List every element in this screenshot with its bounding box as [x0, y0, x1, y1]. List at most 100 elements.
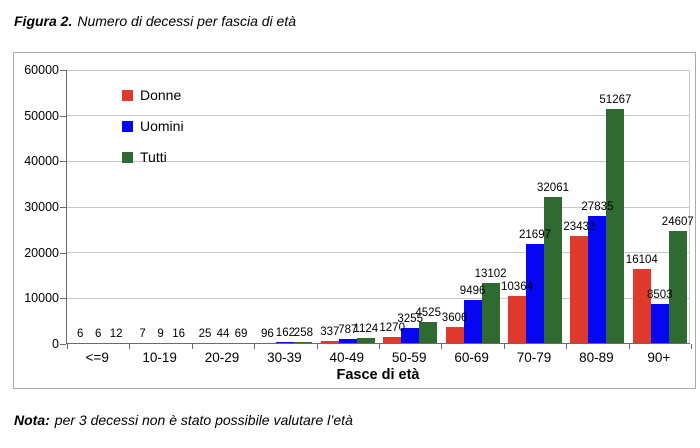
bar-value-label: 1124 — [353, 323, 379, 335]
x-axis-tick — [441, 344, 442, 349]
bar-donne-80-89 — [570, 236, 589, 343]
gridline — [67, 206, 690, 208]
x-tick-label: 20-29 — [204, 350, 240, 365]
y-tick-label: 40000 — [24, 154, 59, 169]
legend-label: Uomini — [140, 118, 184, 134]
bar-value-label: 96 — [260, 328, 274, 340]
bar-tutti-40-49 — [356, 338, 375, 343]
bar-value-label: 8503 — [647, 289, 673, 301]
bar-value-label: 337 — [320, 326, 340, 338]
bar-value-label: 24607 — [661, 216, 694, 228]
figure-note-text: per 3 decessi non è stato possibile valu… — [54, 412, 353, 428]
x-axis-tick — [192, 344, 193, 349]
x-tick-label: 30-39 — [267, 350, 302, 365]
bar-value-label: 9496 — [459, 285, 486, 297]
y-tick-label: 50000 — [24, 108, 59, 123]
y-axis-tick — [60, 298, 66, 300]
bar-value-label: 16104 — [625, 254, 658, 266]
bar-value-label: 6 — [76, 328, 84, 340]
x-tick-label: 60-69 — [454, 350, 489, 365]
bar-value-label: 44 — [216, 328, 230, 340]
bar-donne-90+ — [632, 269, 651, 343]
figure-note-label: Nota: — [14, 412, 50, 428]
x-axis-tick — [629, 344, 630, 349]
bar-value-label: 1270 — [379, 322, 405, 334]
bar-donne-70-79 — [508, 296, 526, 343]
y-axis-tick — [60, 252, 66, 254]
bar-value-label: 69 — [234, 328, 248, 340]
bar-uomini-40-49 — [338, 339, 357, 343]
bar-tutti-30-39 — [294, 342, 313, 343]
bar-value-label: 258 — [293, 327, 313, 339]
bar-donne-40-49 — [320, 341, 339, 343]
y-axis-tick — [60, 344, 66, 345]
legend-item-donne: Donne — [122, 87, 184, 104]
x-axis-tick — [504, 344, 505, 349]
bar-value-label: 162 — [275, 327, 295, 339]
y-axis-tick — [60, 161, 66, 163]
bar-value-label: 12 — [109, 328, 123, 340]
legend-label: Donne — [140, 87, 182, 103]
bar-donne-50-59 — [383, 337, 402, 343]
y-tick-label: 0 — [52, 337, 59, 351]
bar-value-label: 16 — [172, 328, 185, 340]
gridline — [67, 70, 690, 71]
gridline — [67, 160, 690, 162]
x-axis-tick — [67, 344, 68, 349]
bar-tutti-60-69 — [481, 283, 500, 343]
plot-area: 6 7 25 96 337 1270 3606 10364 23432 16104 6 9 44 162 7… — [60, 70, 694, 349]
bar-tutti-80-89 — [606, 109, 625, 343]
bar-tutti-50-59 — [419, 322, 438, 343]
bar-uomini-90+ — [650, 304, 669, 343]
bar-value-label: 3255 — [397, 313, 423, 325]
figure-title-label: Figura 2. — [14, 13, 73, 29]
x-tick-label: 70-79 — [516, 350, 552, 365]
x-tick-label: 80-89 — [579, 350, 614, 365]
y-tick-label: 10000 — [24, 291, 59, 306]
x-axis-tick — [129, 344, 130, 349]
x-tick-label: 40-49 — [329, 350, 365, 365]
bar-value-label: 51267 — [599, 94, 632, 106]
bar-tutti-90+ — [668, 231, 687, 343]
x-tick-label: 50-59 — [391, 350, 427, 365]
legend-swatch-icon — [122, 121, 133, 132]
bar-value-label: 6 — [94, 328, 102, 340]
bar-uomini-60-69 — [463, 300, 482, 343]
x-axis-tick — [254, 344, 255, 349]
x-axis-title: Fasce di età — [336, 367, 420, 383]
y-axis-tick — [60, 207, 66, 208]
bar-donne-60-69 — [445, 327, 464, 343]
legend-swatch-icon — [122, 90, 133, 101]
x-axis-tick — [379, 344, 380, 349]
legend-item-uomini: Uomini — [122, 118, 184, 135]
bar-uomini-70-79 — [526, 244, 544, 343]
bar-value-label: 7 — [139, 328, 146, 340]
bar-value-label: 25 — [198, 328, 212, 340]
gridline — [67, 297, 690, 299]
bar-value-label: 23432 — [563, 221, 596, 233]
gridline — [67, 252, 690, 254]
figure-note: Nota: per 3 decessi non è stato possibile… — [14, 412, 353, 428]
x-axis-tick — [317, 344, 318, 349]
y-tick-label: 20000 — [24, 245, 59, 260]
bar-value-label: 32061 — [537, 182, 569, 194]
bar-value-label: 10364 — [501, 281, 533, 293]
legend-label: Tutti — [140, 149, 167, 165]
figure-title-text: Numero di decessi per fascia di età — [77, 13, 297, 29]
x-tick-label: 10-19 — [142, 350, 177, 365]
bar-value-label: 3606 — [441, 312, 468, 324]
bar-value-label: 787 — [338, 324, 358, 336]
figure-title: Figura 2. Numero di decessi per fascia di… — [14, 13, 296, 29]
chart-area: 6 7 25 96 337 1270 3606 10364 23432 16104 6 9 44 162 7… — [13, 52, 696, 389]
x-axis-tick — [691, 344, 692, 349]
x-tick-label: 90+ — [647, 350, 671, 365]
y-axis-tick — [60, 70, 66, 71]
y-axis-tick — [60, 115, 66, 117]
y-tick-label: 60000 — [24, 63, 59, 77]
y-tick-label: 30000 — [24, 200, 59, 214]
legend-swatch-icon — [122, 152, 133, 163]
bar-uomini-80-89 — [588, 216, 607, 343]
x-axis-tick — [566, 344, 567, 349]
bar-value-label: 4525 — [415, 307, 441, 319]
bar-uomini-50-59 — [401, 328, 420, 343]
